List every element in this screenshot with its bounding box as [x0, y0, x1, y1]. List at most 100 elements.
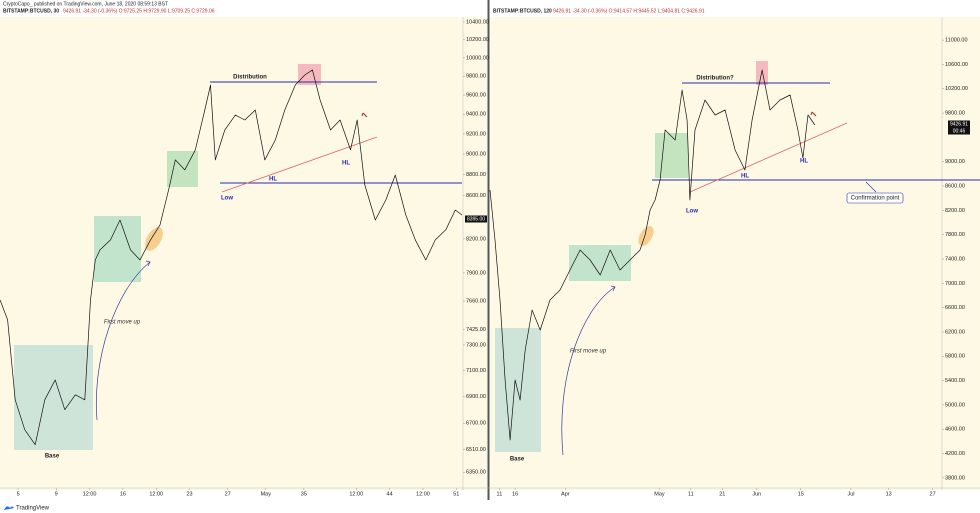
- y-tick-label: 9800.00: [945, 111, 965, 117]
- y-tick-label: 6700.00: [466, 421, 486, 427]
- breakout-marker: [638, 226, 654, 246]
- y-tick-label: 6510.00: [466, 447, 486, 453]
- chart-title: BITSTAMP:BTCUSD, 120: [493, 8, 552, 14]
- flag: [361, 112, 368, 118]
- x-tick-label: 11: [688, 491, 694, 497]
- y-tick-label: 10200.00: [945, 86, 968, 92]
- y-tick-label: 9200.00: [466, 131, 486, 137]
- breakout-marker: [145, 227, 163, 251]
- annotation: Low: [686, 209, 698, 215]
- x-tick-label: 35: [301, 491, 307, 497]
- price-label-bg: [948, 127, 970, 135]
- x-tick-label: 23: [187, 491, 193, 497]
- y-tick-label: 10200.00: [466, 37, 489, 43]
- y-tick-label: 7900.00: [466, 270, 486, 276]
- ohlc: 9426.91 -34.30 (-0.36%) O:9414.57 H:9445…: [553, 8, 705, 14]
- top-box: [756, 61, 768, 85]
- y-tick-label: 6600.00: [945, 305, 965, 311]
- annotation: HL: [269, 177, 277, 183]
- y-tick-label: 4200.00: [945, 451, 965, 457]
- arrow-head: [610, 285, 616, 292]
- x-tick-label: 11: [497, 491, 503, 497]
- ohlc: 9426.91 -34.30 (-0.36%) O:9725.25 H:9729…: [63, 8, 215, 14]
- x-tick-label: 27: [930, 491, 936, 497]
- right-panel: [490, 17, 980, 490]
- y-tick-label: 11000.00: [945, 38, 968, 44]
- x-tick-label: May: [261, 491, 272, 497]
- price-line: [489, 69, 816, 441]
- y-tick-label: 9000.00: [945, 159, 965, 165]
- x-tick-label: 13: [886, 491, 892, 497]
- x-tick-label: 16: [512, 491, 518, 497]
- annotation: Low: [221, 196, 233, 202]
- price-label: 9426.91: [950, 121, 968, 127]
- y-tick-label: 5000.00: [945, 402, 965, 408]
- x-tick-label: 27: [225, 491, 231, 497]
- x-tick-label: 51: [453, 491, 459, 497]
- x-tick-label: 5: [17, 491, 20, 497]
- callout-text: Confirmation point: [851, 196, 900, 202]
- x-tick-label: 12:00: [416, 491, 430, 497]
- x-tick-label: 9: [55, 491, 58, 497]
- byline: CryptoCapo_ published on TradingView.com…: [3, 1, 168, 7]
- y-tick-label: 9600.00: [466, 93, 486, 99]
- x-tick-label: 16: [120, 491, 126, 497]
- y-tick-label: 9000.00: [466, 151, 486, 157]
- annotation: Base: [510, 457, 525, 463]
- price-label: 8395.00: [467, 216, 485, 222]
- price-label-bg: [948, 120, 970, 128]
- y-tick-label: 9400.00: [466, 112, 486, 118]
- x-tick-label: 12:00: [349, 491, 363, 497]
- footer: [0, 502, 980, 513]
- annotation: Base: [45, 454, 60, 460]
- chart-title: BITSTAMP:BTCUSD, 30: [3, 8, 59, 14]
- range-box: [569, 245, 631, 281]
- y-tick-label: 7000.00: [945, 281, 965, 287]
- y-tick-label: 8600.00: [466, 193, 486, 199]
- brand: TradingView: [16, 506, 50, 512]
- callout-box: [846, 192, 904, 204]
- annotation: First move up: [570, 349, 607, 355]
- annotation: HL: [741, 174, 749, 180]
- y-tick-label: 5400.00: [945, 378, 965, 384]
- x-tick-label: 21: [719, 491, 725, 497]
- annotation: HL: [342, 161, 350, 167]
- x-tick-label: 15: [798, 491, 804, 497]
- y-tick-label: 3800.00: [945, 475, 965, 481]
- x-tick-label: Jul: [847, 491, 854, 497]
- flag: [810, 111, 817, 117]
- y-tick-label: 7300.00: [466, 342, 486, 348]
- price-label-bg: [465, 215, 487, 223]
- range-box: [167, 151, 198, 187]
- y-tick-label: 6350.00: [466, 470, 486, 476]
- x-tick-label: Apr: [561, 491, 570, 497]
- y-tick-label: 8200.00: [466, 236, 486, 242]
- arrow-head: [145, 260, 151, 267]
- logo: [4, 506, 14, 510]
- y-tick-label: 10000.00: [466, 55, 489, 61]
- annotation: First move up: [104, 320, 141, 326]
- x-tick-label: 12:00: [83, 491, 97, 497]
- x-tick-label: May: [654, 491, 665, 497]
- y-tick-label: 8800.00: [466, 172, 486, 178]
- y-tick-label: 6900.00: [466, 394, 486, 400]
- arrow: [561, 286, 616, 456]
- range-box: [655, 133, 688, 178]
- y-tick-label: 4600.00: [945, 427, 965, 433]
- callout-line: [865, 181, 877, 193]
- y-tick-label: 7425.00: [466, 327, 486, 333]
- y-tick-label: 9800.00: [466, 74, 486, 80]
- y-tick-label: 10400.00: [466, 19, 489, 25]
- y-tick-label: 7660.00: [466, 299, 486, 305]
- annotation: HL: [800, 159, 808, 165]
- arrow: [96, 261, 151, 421]
- y-tick-label: 6200.00: [945, 329, 965, 335]
- y-tick-label: 7800.00: [945, 232, 965, 238]
- base-box: [495, 328, 541, 452]
- x-tick-label: Jun: [752, 491, 761, 497]
- trend-line: [689, 122, 848, 193]
- price-label: 00:46: [953, 128, 966, 134]
- price-line: [0, 69, 463, 446]
